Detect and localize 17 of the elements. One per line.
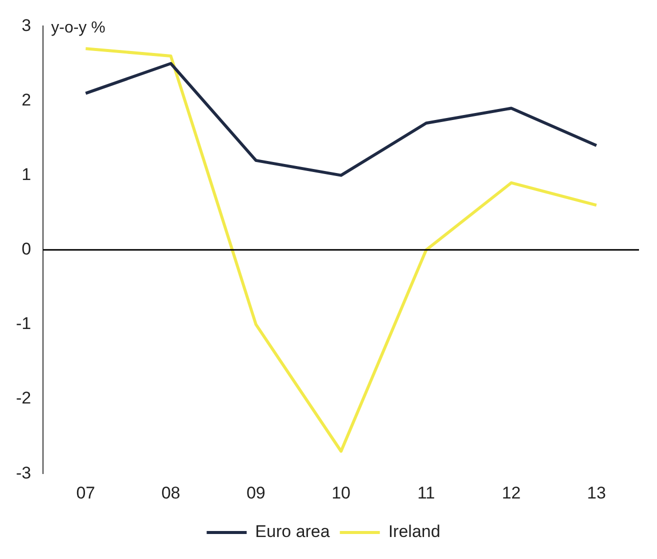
y-tick-label: 1 [22, 165, 32, 184]
y-tick-label: -1 [16, 314, 32, 334]
legend-label: Ireland [388, 522, 440, 542]
y-tick-label: 2 [22, 90, 32, 110]
x-tick-label: 09 [246, 483, 266, 502]
x-tick-label: 11 [417, 483, 436, 502]
x-tick-label: 07 [76, 483, 96, 502]
y-tick-label: 0 [22, 240, 32, 259]
y-tick-label: -3 [16, 463, 32, 482]
legend-label: Euro area [255, 522, 330, 542]
x-tick-label: 08 [161, 483, 180, 502]
x-tick-label: 10 [332, 483, 351, 502]
y-tick-label: -2 [16, 388, 32, 408]
y-axis-title: y-o-y % [51, 20, 106, 37]
x-tick-label: 13 [586, 483, 606, 502]
x-tick-label: 12 [502, 483, 521, 502]
y-tick-label: 3 [22, 16, 32, 35]
